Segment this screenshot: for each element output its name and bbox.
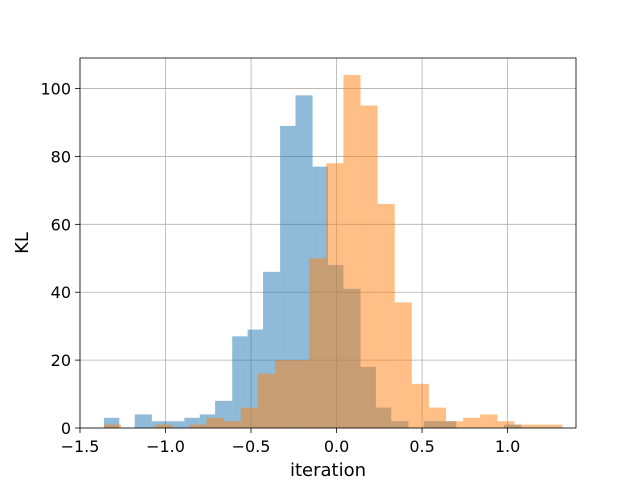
histogram-bar <box>184 417 200 428</box>
histogram-bar <box>103 424 122 428</box>
y-tick-label: 40 <box>51 283 71 302</box>
histogram-bar <box>326 163 344 428</box>
y-tick-label: 100 <box>40 80 71 99</box>
histogram-bar <box>240 407 258 428</box>
histogram-bar <box>377 203 395 428</box>
x-tick-label: 0.0 <box>324 437 349 456</box>
histogram-bar <box>206 417 224 428</box>
histogram-bars <box>103 74 563 429</box>
histogram-bar <box>309 258 327 428</box>
histogram-bar <box>274 360 293 428</box>
y-tick-label: 0 <box>61 419 71 438</box>
histogram-bar <box>514 424 532 428</box>
histogram-bar <box>280 125 296 429</box>
histogram-bar <box>103 417 120 428</box>
histogram-bar <box>360 105 378 428</box>
histogram-bar <box>446 421 464 428</box>
histogram-bar <box>189 424 207 428</box>
x-tick-label: 1.0 <box>495 437 520 456</box>
histogram-bar <box>428 407 447 428</box>
y-tick-label: 80 <box>51 147 71 166</box>
histogram-bar <box>343 74 361 429</box>
y-tick-label: 20 <box>51 351 71 370</box>
histogram-bar <box>411 383 429 428</box>
histogram-bar <box>292 360 310 428</box>
histogram-bar <box>155 424 173 428</box>
x-tick-label: 0.5 <box>409 437 434 456</box>
histogram-bar <box>497 421 515 428</box>
y-axis-label: KL <box>12 232 33 254</box>
x-tick-label: −0.5 <box>232 437 271 456</box>
histogram-bar <box>167 421 185 428</box>
axes-frame <box>79 57 577 429</box>
histogram-bar <box>134 414 152 428</box>
x-tick-label: −1.0 <box>146 437 185 456</box>
y-tick-label: 60 <box>51 215 71 234</box>
histogram-bar <box>295 95 313 428</box>
axis-ticks: −1.5 −1.0 −0.5 0.0 0.5 1.0 0 20 40 60 80 100 <box>40 80 520 456</box>
histogram-bar <box>232 336 248 428</box>
histogram-bar <box>257 373 275 428</box>
histogram-bar <box>531 424 549 428</box>
x-axis-label: iteration <box>290 460 366 480</box>
histogram-bar <box>480 414 498 428</box>
histogram-bar <box>548 424 563 428</box>
x-tick-label: −1.5 <box>61 437 100 456</box>
histogram-bar <box>223 421 241 428</box>
histogram-bar <box>394 302 412 428</box>
histogram-series-2 <box>103 74 563 429</box>
histogram-bar <box>463 417 481 428</box>
